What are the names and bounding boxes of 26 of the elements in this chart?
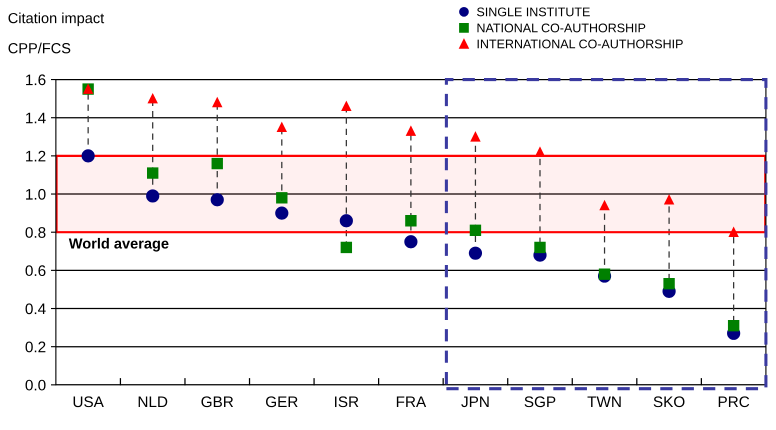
x-tick-label: TWN — [587, 396, 621, 408]
y-tick-label: 0.6 — [26, 265, 46, 276]
x-tick-label: USA — [74, 396, 104, 408]
y-tick-label: 1.6 — [26, 74, 46, 86]
y-tick-label: 1.0 — [26, 188, 46, 200]
x-tick-label: SGP — [524, 396, 556, 408]
y-tick-label: 0.0 — [26, 380, 46, 391]
y-tick-label: 0.2 — [26, 342, 46, 352]
legend-label: NATIONAL CO-AUTHORSHIP — [477, 24, 646, 32]
x-tick-label: NLD — [138, 396, 168, 408]
y-tick-label: 0.4 — [26, 303, 46, 314]
x-tick-label: GER — [266, 396, 298, 408]
x-tick-label: SKO — [654, 396, 684, 408]
y-tick-label: 0.8 — [26, 227, 46, 238]
x-tick-label: JPN — [461, 396, 489, 408]
x-tick-label: GBR — [201, 396, 234, 408]
legend-label: INTERNATIONAL CO-AUTHORSHIP — [478, 40, 683, 48]
x-tick-label: PRC — [718, 396, 750, 408]
y-tick-label: 1.4 — [26, 112, 46, 124]
legend-label: SINGLE INSTITUTE — [477, 7, 590, 16]
band-label: World average — [68, 238, 169, 252]
x-tick-label: FRA — [396, 396, 426, 408]
y-tick-label: 1.2 — [26, 150, 46, 162]
chart-title: Citation impact — [8, 12, 104, 26]
y-axis-title: CPP/FCS — [8, 42, 70, 54]
x-tick-label: ISR — [335, 396, 358, 408]
